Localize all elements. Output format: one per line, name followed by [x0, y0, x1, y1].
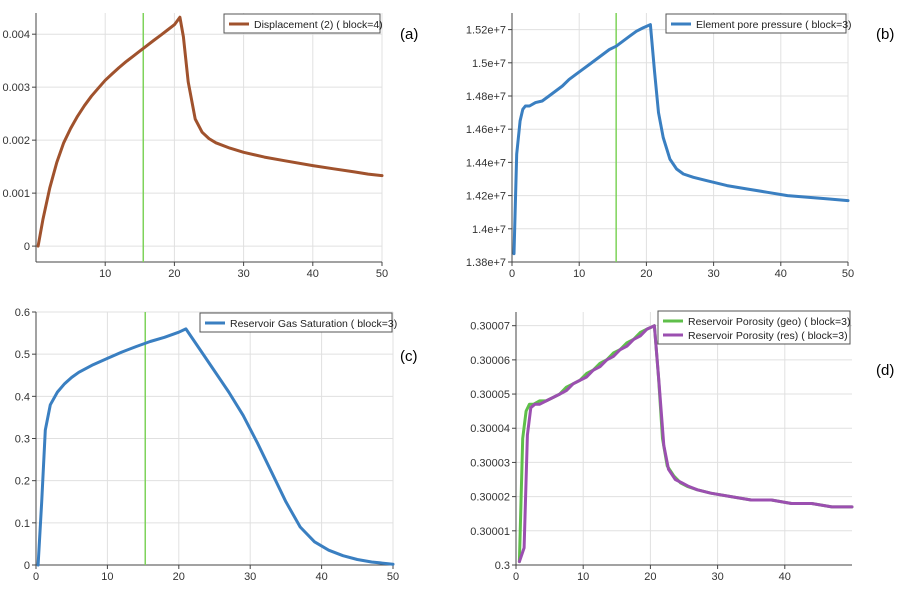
x-tick-label: 20	[644, 571, 656, 583]
x-tick-label: 10	[573, 268, 585, 280]
panel-label-c: (c)	[400, 348, 418, 365]
y-tick-label: 0.3	[15, 434, 30, 446]
panel-label-d: (d)	[876, 362, 895, 379]
legend: Displacement (2) ( block=4)	[223, 13, 383, 34]
legend-entry: Displacement (2) ( block=4)	[254, 19, 383, 31]
y-tick-label: 1.52e+7	[466, 25, 506, 37]
legend-box	[665, 13, 847, 34]
y-tick-label: 0.30005	[470, 389, 510, 401]
x-tick-label: 10	[577, 571, 589, 583]
y-tick-label: 1.38e+7	[466, 257, 506, 269]
panel-label-a: (a)	[400, 26, 419, 43]
y-tick-label: 1.44e+7	[466, 157, 506, 169]
series-line	[36, 327, 395, 567]
series-line	[517, 324, 854, 564]
x-tick-label: 50	[376, 268, 388, 280]
legend: Element pore pressure ( block=3)	[665, 13, 852, 34]
y-tick-label: 1.42e+7	[466, 191, 506, 203]
y-tick-label: 0.30003	[470, 457, 510, 469]
x-tick-label: 40	[307, 268, 319, 280]
y-tick-label: 1.5e+7	[472, 58, 506, 70]
x-tick-label: 20	[173, 571, 185, 583]
series-line	[517, 324, 854, 564]
x-tick-label: 0	[513, 571, 519, 583]
y-tick-label: 0.2	[15, 476, 30, 488]
legend-entry: Reservoir Porosity (res) ( block=3)	[688, 330, 848, 342]
y-tick-label: 0.30006	[470, 355, 510, 367]
x-tick-label: 0	[509, 268, 515, 280]
x-tick-label: 50	[842, 268, 854, 280]
x-tick-label: 40	[775, 268, 787, 280]
y-tick-label: 0.4	[15, 391, 30, 403]
y-tick-label: 0.30002	[470, 492, 510, 504]
y-tick-label: 0.002	[2, 135, 30, 147]
legend-entry: Reservoir Porosity (geo) ( block=3)	[688, 316, 851, 328]
chart-panel: 0.3 0.30001 0.30002 0.30003 0.30004 0.30005 0.…	[470, 310, 854, 583]
x-tick-label: 30	[244, 571, 256, 583]
y-tick-label: 0.6	[15, 307, 30, 319]
legend: Reservoir Gas Saturation ( block=3)	[199, 312, 397, 333]
x-tick-label: 30	[711, 571, 723, 583]
legend-entry: Element pore pressure ( block=3)	[696, 19, 852, 31]
x-tick-label: 0	[33, 571, 39, 583]
y-tick-label: 0.30007	[470, 321, 510, 333]
legend-entry: Reservoir Gas Saturation ( block=3)	[230, 318, 397, 330]
panel-label-b: (b)	[876, 26, 895, 43]
legend-box	[657, 310, 851, 345]
y-tick-label: 0.001	[2, 188, 30, 200]
y-tick-label: 0.3	[495, 560, 510, 572]
x-tick-label: 10	[99, 268, 111, 280]
legend: Reservoir Porosity (geo) ( block=3) Reser…	[657, 310, 851, 345]
series-line	[36, 15, 384, 248]
y-tick-label: 1.4e+7	[472, 224, 506, 236]
x-tick-label: 30	[237, 268, 249, 280]
y-tick-label: 0.004	[2, 29, 30, 41]
x-tick-label: 10	[101, 571, 113, 583]
y-tick-label: 0.003	[2, 82, 30, 94]
x-tick-label: 20	[640, 268, 652, 280]
chart-panel: 0 0.001 0.002 0.003 0.004 10 20 30 40 50 Displacem…	[2, 13, 388, 280]
y-tick-label: 0.5	[15, 349, 30, 361]
x-tick-label: 40	[315, 571, 327, 583]
chart-panel: 0 0.1 0.2 0.3 0.4 0.5 0.6 0 10 20 30 40 50 Reservoir …	[15, 307, 399, 583]
chart-panel: 1.38e+7 1.4e+7 1.42e+7 1.44e+7 1.46e+7 1.48e+…	[466, 13, 854, 280]
series-line	[512, 23, 850, 256]
y-tick-label: 0.30004	[470, 423, 510, 435]
y-tick-label: 1.46e+7	[466, 124, 506, 136]
x-tick-label: 40	[779, 571, 791, 583]
legend-box	[199, 312, 393, 333]
y-tick-label: 0	[24, 241, 30, 253]
x-tick-label: 20	[168, 268, 180, 280]
x-tick-label: 30	[707, 268, 719, 280]
y-tick-label: 0.30001	[470, 526, 510, 538]
legend-box	[223, 13, 381, 34]
y-tick-label: 0.1	[15, 518, 30, 530]
x-tick-label: 50	[387, 571, 399, 583]
y-tick-label: 1.48e+7	[466, 91, 506, 103]
y-tick-label: 0	[24, 560, 30, 572]
